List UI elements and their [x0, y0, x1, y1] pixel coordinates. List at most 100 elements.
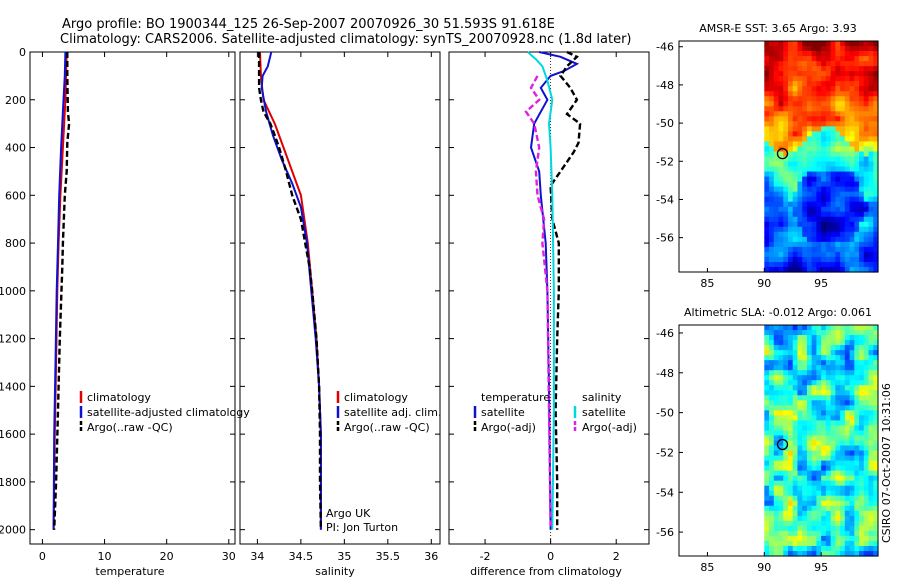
heatmap-cell — [783, 450, 789, 457]
heatmap-cell — [840, 355, 846, 361]
heatmap-cell — [811, 106, 818, 112]
heatmap-cell — [854, 46, 860, 52]
heatmap-cell — [835, 465, 841, 472]
heatmap-cell — [769, 430, 775, 437]
heatmap-cell — [769, 350, 775, 356]
heatmap-cell — [821, 136, 827, 143]
heatmap-cell — [868, 76, 874, 82]
heatmap-cell — [825, 450, 832, 457]
heatmap-cell — [825, 251, 832, 258]
heatmap-cell — [835, 151, 841, 158]
heatmap-cell — [764, 151, 770, 158]
heatmap-cell — [825, 350, 832, 356]
heatmap-cell — [873, 370, 879, 376]
heatmap-cell — [806, 325, 813, 331]
heatmap-cell — [778, 106, 784, 112]
heatmap-cell — [840, 535, 846, 542]
heatmap-cell — [840, 495, 846, 502]
heatmap-cell — [811, 535, 818, 542]
heatmap-cell — [802, 211, 808, 218]
heatmap-cell — [806, 390, 813, 396]
sla-lat-ticks: -46-48-50-52-54-56 — [656, 327, 683, 539]
heatmap-cell — [849, 420, 855, 427]
heatmap-cell — [821, 485, 827, 492]
heatmap-cell — [854, 350, 860, 356]
heatmap-cell — [840, 460, 846, 467]
heatmap-cell — [859, 380, 865, 386]
heatmap-cell — [783, 206, 789, 213]
heatmap-cell — [873, 480, 879, 487]
heatmap-cell — [844, 246, 851, 253]
heatmap-cell — [778, 226, 784, 233]
heatmap-cell — [769, 485, 775, 492]
heatmap-cell — [859, 510, 865, 517]
heatmap-cell — [873, 500, 879, 507]
heatmap-cell — [806, 350, 813, 356]
heatmap-cell — [816, 171, 822, 178]
heatmap-cell — [854, 246, 860, 253]
heatmap-cell — [868, 106, 874, 112]
heatmap-cell — [854, 410, 860, 416]
heatmap-cell — [868, 171, 874, 178]
heatmap-cell — [802, 51, 808, 57]
heatmap-cell — [778, 375, 784, 381]
heatmap-cell — [802, 540, 808, 547]
heatmap-cell — [873, 211, 879, 218]
heatmap-cell — [821, 71, 827, 77]
heatmap-cell — [806, 425, 813, 432]
heatmap-cell — [859, 445, 865, 452]
heatmap-cell — [783, 116, 789, 122]
heatmap-cell — [773, 535, 780, 542]
heatmap-cell — [773, 96, 780, 102]
heatmap-cell — [773, 196, 780, 203]
heatmap-cell — [825, 116, 832, 122]
heatmap-cell — [859, 470, 865, 477]
heatmap-cell — [859, 345, 865, 351]
heatmap-cell — [797, 116, 803, 122]
heatmap-cell — [792, 266, 799, 273]
heatmap-cell — [821, 261, 827, 268]
heatmap-cell — [764, 161, 770, 168]
heatmap-cell — [854, 445, 860, 452]
heatmap-cell — [787, 46, 794, 52]
heatmap-cell — [825, 365, 832, 371]
heatmap-cell — [821, 510, 827, 517]
lat-tick-label: -46 — [656, 327, 674, 340]
heatmap-cell — [797, 415, 803, 422]
heatmap-cell — [854, 455, 860, 462]
heatmap-cell — [868, 445, 874, 452]
heatmap-cell — [806, 440, 813, 447]
heatmap-cell — [821, 345, 827, 351]
heatmap-cell — [778, 46, 784, 52]
heatmap-cell — [854, 186, 860, 193]
heatmap-cell — [868, 206, 874, 213]
heatmap-cell — [854, 340, 860, 346]
heatmap-cell — [769, 475, 775, 482]
heatmap-cell — [821, 171, 827, 178]
heatmap-cell — [797, 480, 803, 487]
heatmap-cell — [854, 380, 860, 386]
heatmap-cell — [873, 520, 879, 527]
legend-satellite: satellite-adjusted climatology — [87, 406, 250, 419]
heatmap-cell — [859, 156, 865, 163]
heatmap-cell — [825, 131, 832, 138]
heatmap-cell — [863, 500, 870, 507]
heatmap-cell — [830, 390, 836, 396]
heatmap-cell — [873, 236, 879, 243]
heatmap-cell — [863, 41, 870, 47]
heatmap-cell — [773, 261, 780, 268]
heatmap-cell — [802, 370, 808, 376]
heatmap-cell — [873, 201, 879, 208]
heatmap-cell — [806, 420, 813, 427]
heatmap-cell — [830, 136, 836, 143]
heatmap-cell — [854, 41, 860, 47]
legend-heading-salinity: salinity — [582, 391, 622, 404]
heatmap-cell — [787, 540, 794, 547]
heatmap-cell — [764, 186, 770, 193]
heatmap-cell — [792, 390, 799, 396]
heatmap-cell — [816, 445, 822, 452]
heatmap-cell — [821, 161, 827, 168]
x-tick-label: 35 — [337, 550, 351, 563]
heatmap-cell — [787, 101, 794, 107]
heatmap-cell — [840, 470, 846, 477]
